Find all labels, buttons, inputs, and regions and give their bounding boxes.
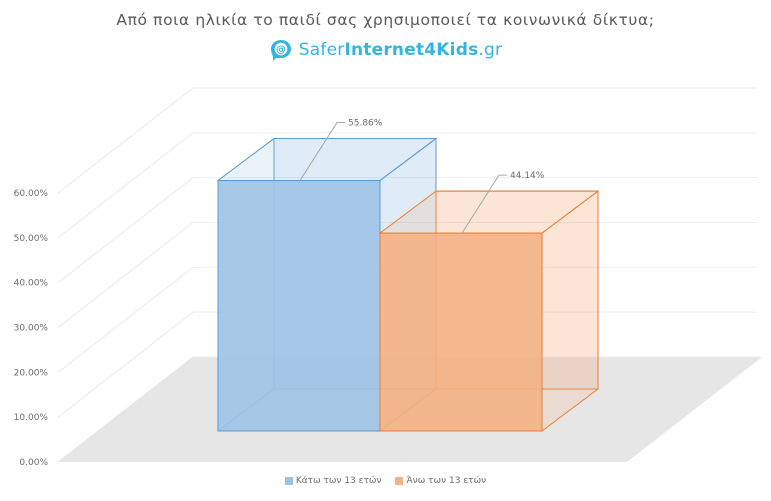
data-labels: 55.86% 44.14% <box>299 119 545 234</box>
legend-item-under-13: Κάτω των 13 ετών <box>284 476 382 486</box>
logo: @ SaferInternet4Kids.gr <box>0 38 771 62</box>
bar-1 <box>378 190 600 432</box>
legend-label-under-13: Κάτω των 13 ετών <box>295 476 382 486</box>
y-tick-label: 60.00% <box>14 189 49 199</box>
gridline-side <box>57 356 194 463</box>
data-label: 55.86% <box>348 119 383 129</box>
y-tick-label: 40.00% <box>14 279 49 289</box>
legend-swatch-under-13 <box>284 477 293 485</box>
gridline-side <box>57 87 194 194</box>
data-label: 44.14% <box>510 171 545 181</box>
gridline-side <box>57 311 194 418</box>
logo-text-suffix: .gr <box>478 40 503 60</box>
y-tick-label: 30.00% <box>14 324 49 334</box>
bar-front-face <box>217 180 381 432</box>
y-tick-label: 0.00% <box>19 458 48 468</box>
gridline-side <box>57 266 194 373</box>
legend-label-over-13: Άνω των 13 ετών <box>406 476 487 486</box>
bars <box>216 137 600 432</box>
legend-swatch-over-13 <box>395 477 404 485</box>
legend: Κάτω των 13 ετών Άνω των 13 ετών <box>0 476 771 486</box>
at-sign-icon: @ <box>270 40 291 61</box>
y-tick-label: 20.00% <box>14 368 49 378</box>
data-label-leader <box>461 174 507 234</box>
bar-side-face <box>541 190 599 432</box>
logo-text-bold: Internet4Kids <box>344 40 479 60</box>
gridline-side <box>57 222 194 328</box>
y-tick-label: 10.00% <box>14 413 49 423</box>
y-axis-ticks: 0.00% 10.00% 20.00% 30.00% 40.00% 50.00% 60.00… <box>14 189 49 468</box>
data-label-leader <box>299 122 345 181</box>
gridline-side <box>57 177 194 284</box>
logo-text-light: Safer <box>298 40 345 60</box>
svg-text:@: @ <box>276 45 286 56</box>
y-tick-label: 50.00% <box>14 234 49 244</box>
logo-text: SaferInternet4Kids.gr <box>299 40 502 60</box>
gridline-side <box>57 132 194 239</box>
legend-item-over-13: Άνω των 13 ετών <box>395 476 486 486</box>
chart-title: Από ποια ηλικία το παιδί σας χρησιμοποιε… <box>116 11 655 29</box>
bar-front-face <box>379 232 543 432</box>
